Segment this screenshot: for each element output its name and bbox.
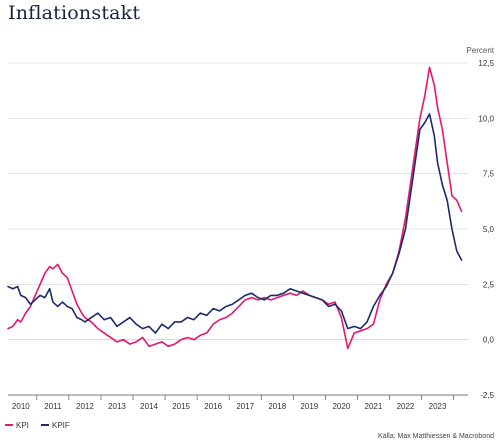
source-note: Källa: Max Matthiessen & Macrobond	[378, 433, 494, 440]
chart-title: Inflationstakt	[8, 2, 141, 24]
x-tick-label: 2015	[172, 402, 190, 411]
y-tick-label: 5,0	[483, 225, 495, 234]
y-unit-label: Percent	[466, 46, 494, 55]
x-tick-label: 2023	[429, 402, 447, 411]
y-tick-label: 0,0	[483, 336, 495, 345]
y-tick-label: 7,5	[483, 170, 495, 179]
x-tick-label: 2010	[12, 402, 30, 411]
y-tick-label: 2,5	[483, 280, 495, 289]
y-tick-label: -2,5	[480, 391, 494, 400]
legend-label-kpi: KPI	[16, 421, 29, 430]
y-axis: -2,5 0,0 2,5 5,0 7,5 10,0 12,5	[478, 59, 494, 400]
x-tick-label: 2017	[236, 402, 254, 411]
gridlines	[8, 62, 468, 396]
x-tick-label: 2013	[108, 402, 126, 411]
legend: KPI KPIF	[5, 421, 70, 430]
legend-label-kpif: KPIF	[52, 421, 70, 430]
x-tick-label: 2011	[44, 402, 62, 411]
x-tick-label: 2022	[397, 402, 415, 411]
y-tick-label: 12,5	[478, 59, 494, 68]
x-tick-label: 2016	[204, 402, 222, 411]
x-tick-label: 2019	[300, 402, 318, 411]
x-tick-label: 2014	[140, 402, 158, 411]
x-axis: 2010 2011 2012 2013 2014 2015 2016 2017 2018 2019…	[8, 394, 468, 411]
x-tick-label: 2020	[332, 402, 350, 411]
series-line-kpif	[7, 113, 463, 334]
series-line-kpi	[7, 66, 463, 350]
y-tick-label: 10,0	[478, 114, 494, 123]
x-tick-label: 2012	[76, 402, 94, 411]
x-tick-label: 2018	[268, 402, 286, 411]
x-tick-label: 2021	[365, 402, 383, 411]
series-lines	[7, 66, 463, 350]
